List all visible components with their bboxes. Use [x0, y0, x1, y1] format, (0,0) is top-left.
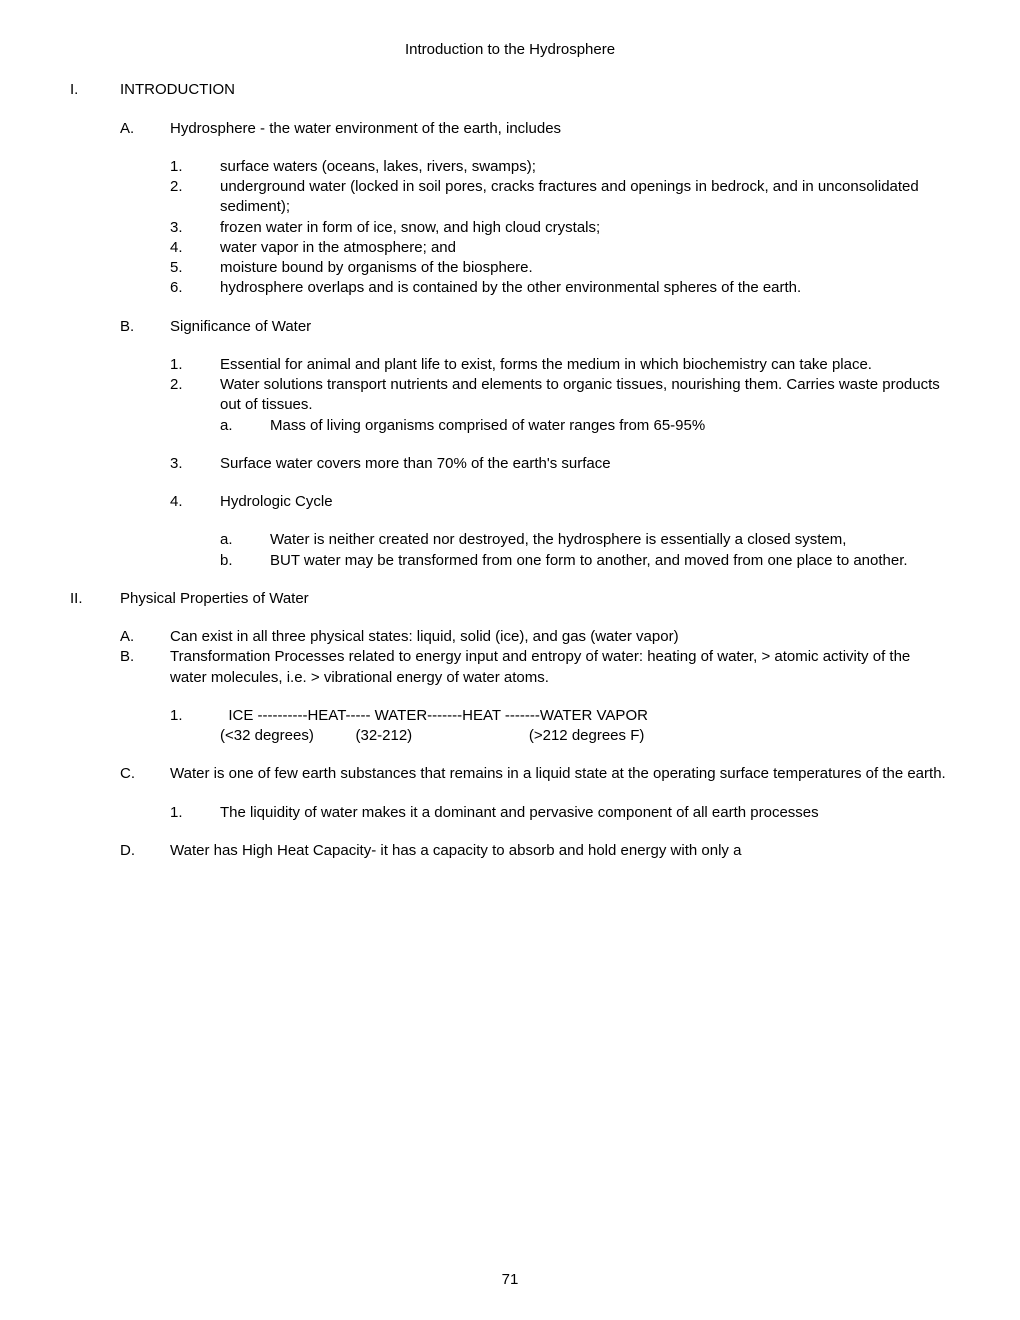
text: Water is neither created nor destroyed, … [270, 530, 950, 550]
text: hydrosphere overlaps and is contained by… [220, 278, 950, 298]
marker: 1. [170, 157, 220, 177]
text: BUT water may be transformed from one fo… [270, 551, 950, 571]
text: Water is one of few earth substances tha… [170, 764, 950, 784]
item-I-B-1: 1. Essential for animal and plant life t… [70, 355, 950, 375]
marker: a. [220, 530, 270, 550]
text: frozen water in form of ice, snow, and h… [220, 218, 950, 238]
item-I-B-2a: a. Mass of living organisms comprised of… [70, 416, 950, 436]
marker: 3. [170, 218, 220, 238]
document-title: Introduction to the Hydrosphere [70, 40, 950, 60]
item-I-A-3: 3. frozen water in form of ice, snow, an… [70, 218, 950, 238]
text: Water solutions transport nutrients and … [220, 375, 950, 416]
text: underground water (locked in soil pores,… [220, 177, 950, 218]
marker-I: I. [70, 80, 120, 100]
text: Transformation Processes related to ener… [170, 647, 950, 688]
section-I: I. INTRODUCTION [70, 80, 950, 100]
section-I-B: B. Significance of Water [70, 317, 950, 337]
marker-II: II. [70, 589, 120, 609]
item-II-C-1: 1. The liquidity of water makes it a dom… [70, 803, 950, 823]
text: moisture bound by organisms of the biosp… [220, 258, 950, 278]
text: Essential for animal and plant life to e… [220, 355, 950, 375]
text: Surface water covers more than 70% of th… [220, 454, 950, 474]
item-II-C: C. Water is one of few earth substances … [70, 764, 950, 784]
item-II-A: A. Can exist in all three physical state… [70, 627, 950, 647]
marker: 1. [170, 803, 220, 823]
marker: B. [120, 647, 170, 688]
item-I-A-5: 5. moisture bound by organisms of the bi… [70, 258, 950, 278]
item-I-A-6: 6. hydrosphere overlaps and is contained… [70, 278, 950, 298]
section-I-A: A. Hydrosphere - the water environment o… [70, 119, 950, 139]
text: Mass of living organisms comprised of wa… [270, 416, 950, 436]
text: Can exist in all three physical states: … [170, 627, 950, 647]
marker: b. [220, 551, 270, 571]
marker: 2. [170, 375, 220, 416]
phase-diagram: ICE ----------HEAT----- WATER-------HEAT… [220, 706, 950, 747]
text: Water has High Heat Capacity- it has a c… [170, 841, 950, 861]
phase-line-1: ICE ----------HEAT----- WATER-------HEAT… [220, 706, 950, 726]
label-I: INTRODUCTION [120, 80, 950, 100]
text: Hydrologic Cycle [220, 492, 950, 512]
section-II: II. Physical Properties of Water [70, 589, 950, 609]
page-number: 71 [0, 1270, 1020, 1290]
item-I-B-4a: a. Water is neither created nor destroye… [70, 530, 950, 550]
label-I-A: Hydrosphere - the water environment of t… [170, 119, 950, 139]
text: surface waters (oceans, lakes, rivers, s… [220, 157, 950, 177]
item-I-B-3: 3. Surface water covers more than 70% of… [70, 454, 950, 474]
marker: 1. [170, 355, 220, 375]
marker: 2. [170, 177, 220, 218]
label-II: Physical Properties of Water [120, 589, 950, 609]
item-I-B-2: 2. Water solutions transport nutrients a… [70, 375, 950, 416]
item-I-B-4: 4. Hydrologic Cycle [70, 492, 950, 512]
marker: 4. [170, 492, 220, 512]
marker: A. [120, 627, 170, 647]
item-I-A-1: 1. surface waters (oceans, lakes, rivers… [70, 157, 950, 177]
marker-I-A: A. [120, 119, 170, 139]
marker: C. [120, 764, 170, 784]
item-I-A-4: 4. water vapor in the atmosphere; and [70, 238, 950, 258]
item-I-A-2: 2. underground water (locked in soil por… [70, 177, 950, 218]
marker: D. [120, 841, 170, 861]
marker: 3. [170, 454, 220, 474]
label-I-B: Significance of Water [170, 317, 950, 337]
marker: 4. [170, 238, 220, 258]
marker: 1. [170, 706, 220, 747]
item-II-B: B. Transformation Processes related to e… [70, 647, 950, 688]
item-II-D: D. Water has High Heat Capacity- it has … [70, 841, 950, 861]
marker: a. [220, 416, 270, 436]
item-I-B-4b: b. BUT water may be transformed from one… [70, 551, 950, 571]
outline-body: I. INTRODUCTION A. Hydrosphere - the wat… [70, 80, 950, 861]
text: The liquidity of water makes it a domina… [220, 803, 950, 823]
marker: 6. [170, 278, 220, 298]
phase-line-2: (<32 degrees) (32-212) (>212 degrees F) [220, 726, 950, 746]
marker: 5. [170, 258, 220, 278]
marker-I-B: B. [120, 317, 170, 337]
item-II-B-1: 1. ICE ----------HEAT----- WATER-------H… [70, 706, 950, 747]
text: water vapor in the atmosphere; and [220, 238, 950, 258]
